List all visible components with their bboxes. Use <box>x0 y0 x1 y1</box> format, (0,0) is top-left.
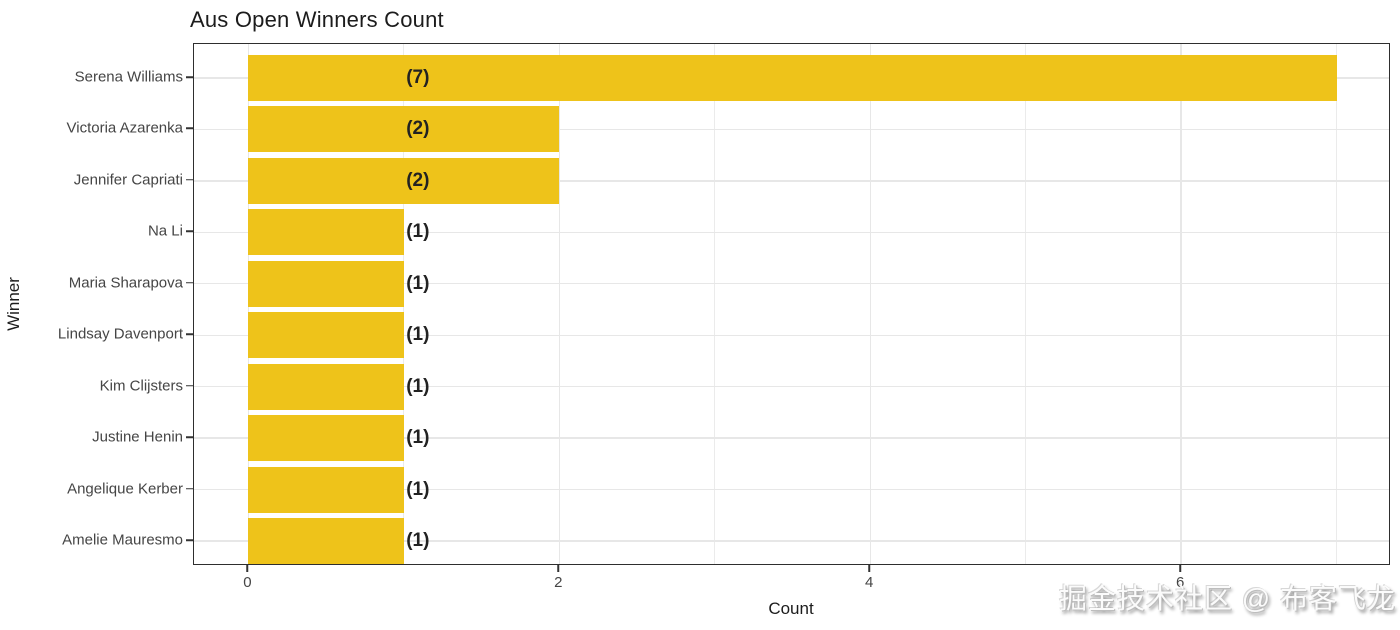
y-tick-label: Na Li <box>147 222 183 240</box>
y-tick-label: Victoria Azarenka <box>66 119 183 137</box>
gridline-category <box>194 231 1389 234</box>
bar-value-label: (1) <box>406 427 430 449</box>
gridline-minor <box>403 44 405 564</box>
y-tick-label: Justine Henin <box>92 428 183 446</box>
y-tick <box>186 333 193 335</box>
x-tick-label: 6 <box>1175 574 1185 591</box>
gridline-category <box>194 128 1389 131</box>
y-tick <box>186 179 193 181</box>
y-tick-label: Serena Williams <box>74 68 183 86</box>
y-tick-label: Maria Sharapova <box>68 274 183 292</box>
y-tick-label: Angelique Kerber <box>67 480 183 498</box>
x-tick <box>868 565 870 572</box>
plot-panel: (7) (2) (2) (1) (1) (1) (1) (1) (1) (1) <box>193 43 1390 565</box>
gridline-category <box>194 334 1389 336</box>
bar-victoria-azarenka <box>248 106 560 153</box>
y-tick-label: Kim Clijsters <box>99 377 183 395</box>
y-tick-label: Jennifer Capriati <box>73 171 183 189</box>
gridline-category <box>194 386 1389 388</box>
bar-value-label: (7) <box>406 67 430 88</box>
x-tick <box>557 565 560 572</box>
bar-jennifer-capriati <box>248 157 560 204</box>
y-tick <box>186 76 193 78</box>
x-tick <box>246 565 249 572</box>
bar-kim-clijsters <box>248 363 404 410</box>
y-tick-label: Lindsay Davenport <box>57 325 183 343</box>
gridline-minor <box>1025 44 1027 564</box>
gridline-major <box>247 44 250 564</box>
bar-value-label: (2) <box>406 118 430 140</box>
x-tick-label: 4 <box>865 574 874 591</box>
watermark: 掘金技术社区 @ 布客飞龙 <box>1059 583 1396 614</box>
gridline-minor <box>1336 44 1338 564</box>
bar-amelie-mauresmo <box>248 518 404 565</box>
bar-angelique-kerber <box>248 466 404 513</box>
gridline-category <box>194 180 1389 182</box>
gridline-major <box>1180 44 1182 564</box>
x-tick-label: 0 <box>243 574 252 591</box>
bar-maria-sharapova <box>248 260 404 307</box>
bar-value-label: (1) <box>406 478 430 500</box>
gridline-category <box>194 283 1389 285</box>
gridline-category <box>194 437 1389 439</box>
gridline-category <box>194 540 1389 542</box>
y-tick <box>186 539 193 541</box>
y-axis-title: Winner <box>4 277 23 331</box>
y-tick <box>186 282 193 284</box>
bar-lindsay-davenport <box>248 312 404 359</box>
bar-value-label: (1) <box>406 272 430 294</box>
gridline-category <box>194 488 1389 491</box>
y-tick-label: Amelie Mauresmo <box>62 531 183 549</box>
gridline-minor <box>714 44 716 564</box>
bar-na-li <box>248 209 404 256</box>
x-tick <box>1179 565 1181 572</box>
bar-justine-henin <box>248 415 404 462</box>
y-tick <box>186 436 193 438</box>
bar-value-label: (1) <box>406 530 430 552</box>
y-tick <box>186 230 193 233</box>
bar-serena-williams <box>248 55 1337 101</box>
x-tick-label: 2 <box>554 574 563 591</box>
y-tick <box>186 127 193 130</box>
y-tick <box>186 487 193 490</box>
x-axis-title: Count <box>768 599 814 618</box>
bar-value-label: (2) <box>406 169 430 191</box>
bar-value-label: (1) <box>406 221 430 243</box>
gridline-major <box>869 44 871 564</box>
y-tick <box>186 384 193 387</box>
chart-title: Aus Open Winners Count <box>190 7 444 32</box>
bar-value-label: (1) <box>406 324 430 346</box>
bar-value-label: (1) <box>406 375 430 397</box>
gridline-major <box>558 44 560 564</box>
